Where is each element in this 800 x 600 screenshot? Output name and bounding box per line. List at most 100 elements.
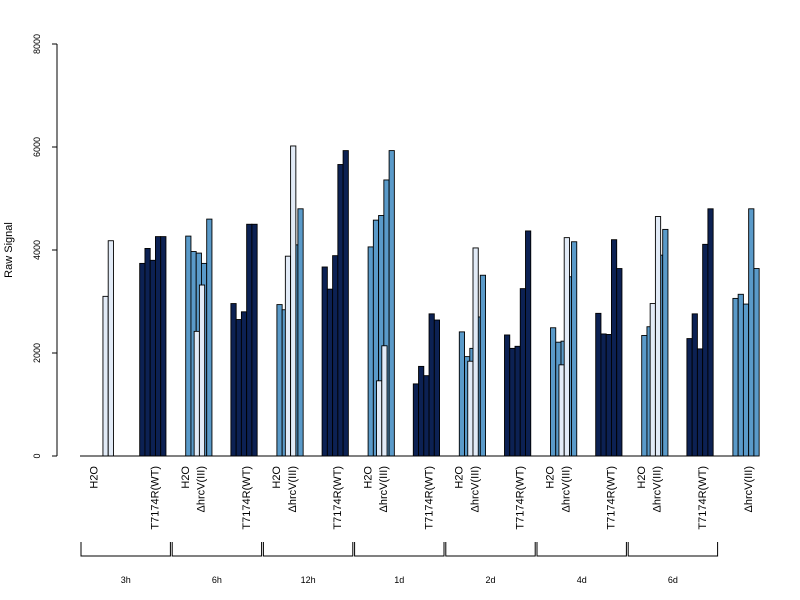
x-tick-label: T7174R(WT) [423, 466, 435, 530]
y-axis-label: Raw Signal [3, 222, 15, 278]
bar [707, 208, 714, 457]
x-tick-label: ΔhrcV(III) [196, 466, 208, 512]
bar [600, 333, 607, 457]
bar [297, 208, 304, 457]
bar [742, 303, 750, 457]
bar [149, 259, 156, 457]
group-brackets: 3h 6h 12h 1d 2d 4d 6d [80, 542, 719, 585]
bar [702, 243, 709, 457]
bar [519, 288, 526, 457]
x-tick-label: T7174R(WT) [332, 466, 344, 530]
bar [154, 236, 162, 457]
bar [467, 360, 474, 457]
bar [337, 164, 344, 457]
bar [649, 303, 656, 457]
group-label: 6h [212, 575, 222, 585]
x-tick-label: T7174R(WT) [150, 466, 162, 530]
bar [185, 235, 192, 457]
group-label: 4d [577, 575, 587, 585]
bar [525, 230, 532, 457]
bar [691, 313, 698, 457]
bar [504, 334, 511, 457]
y-axis: 0 2000 4000 6000 8000 [32, 34, 58, 459]
y-tick-label: 8000 [32, 34, 42, 54]
x-tick-label: T7174R(WT) [697, 466, 709, 530]
bar [662, 228, 669, 457]
bar [381, 345, 388, 457]
x-tick-label: ΔhrcV(III) [469, 466, 481, 512]
bar [732, 297, 739, 457]
bar [251, 223, 258, 457]
bar [509, 347, 516, 457]
x-tick-label: H2O [362, 466, 374, 489]
group-label: 12h [301, 575, 316, 585]
bar [102, 295, 109, 457]
group-bracket [80, 542, 171, 557]
group-bracket [262, 542, 354, 557]
bar [472, 247, 479, 457]
bar [616, 268, 623, 457]
y-tick-label: 2000 [32, 343, 42, 363]
bar [412, 383, 419, 457]
x-tick-label: H2O [89, 466, 101, 489]
bar [107, 240, 114, 457]
x-tick-label: H2O [180, 466, 192, 489]
bar [240, 311, 248, 457]
bar [458, 331, 465, 457]
x-tick-label: ΔhrcV(III) [743, 466, 755, 512]
x-tick-label: H2O [636, 466, 648, 489]
bar [433, 319, 440, 457]
x-tick-label: ΔhrcV(III) [652, 466, 664, 512]
bar [290, 145, 297, 457]
bar [376, 380, 383, 457]
bar [641, 335, 648, 457]
bar [418, 365, 425, 457]
x-tick-label: H2O [454, 466, 466, 489]
group-bracket [171, 542, 263, 557]
bar [144, 248, 151, 457]
bar [605, 334, 612, 457]
bar [246, 223, 253, 457]
bars [102, 145, 760, 457]
bar [550, 327, 557, 457]
y-tick-label: 6000 [32, 137, 42, 157]
x-tick-label: H2O [271, 466, 283, 489]
bar [235, 319, 242, 457]
group-label: 6d [668, 575, 678, 585]
bar [367, 246, 374, 457]
group-label: 3h [121, 575, 131, 585]
bar [563, 237, 570, 457]
bar [571, 241, 578, 457]
bar [748, 208, 755, 457]
group-bracket [445, 542, 536, 557]
x-tick-labels: H2O T7174R(WT) ΔhrcV(III)H2O T7174R(WT) Δhrc… [89, 466, 755, 530]
group-label: 2d [485, 575, 495, 585]
bar [139, 262, 146, 457]
bar [326, 288, 334, 457]
bar [276, 304, 283, 457]
bar [423, 375, 430, 457]
bar [654, 216, 662, 457]
y-tick-label: 4000 [32, 240, 42, 260]
bar [206, 218, 213, 457]
y-tick-label: 0 [32, 453, 42, 458]
bar [611, 239, 618, 457]
bar [686, 338, 693, 457]
group-bracket [627, 542, 719, 557]
bar [737, 293, 744, 457]
bar [198, 284, 206, 457]
bar [193, 330, 200, 457]
bar [753, 268, 760, 457]
x-tick-label: ΔhrcV(III) [378, 466, 390, 512]
bar [160, 236, 167, 457]
bar [696, 348, 704, 457]
x-tick-label: T7174R(WT) [241, 466, 253, 530]
x-tick-label: T7174R(WT) [515, 466, 527, 530]
bar [388, 150, 395, 457]
bar [284, 255, 292, 457]
bar [321, 266, 328, 457]
x-tick-label: ΔhrcV(III) [287, 466, 299, 512]
bar [230, 303, 237, 457]
bar [514, 345, 521, 457]
